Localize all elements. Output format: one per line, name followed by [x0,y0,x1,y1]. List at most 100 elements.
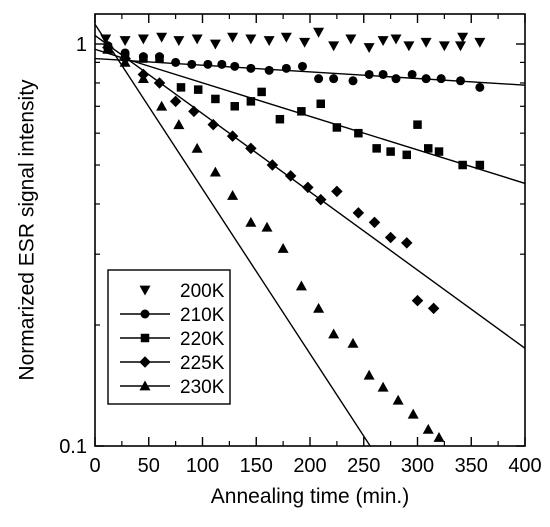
point-200k [173,36,185,47]
point-210k [421,74,431,84]
x-axis-label: Annealing time (min.) [211,485,409,508]
point-225k [302,181,314,194]
point-230k [261,221,273,232]
axis-ticks: 0 50 100 150 200 250 300 350 400 0.1 1 [59,14,542,477]
point-210k [348,76,358,86]
point-220k [155,54,164,63]
point-230k [347,337,359,348]
point-220k [386,147,395,156]
point-220k [257,87,266,97]
point-225k [266,159,279,171]
legend-label-220k: 220K [180,329,225,350]
fit-line-230k [95,23,371,446]
point-210k [264,65,274,75]
point-225k [331,185,343,198]
point-210k [378,69,388,79]
point-200k [227,32,239,43]
point-225k [427,302,440,315]
point-220k [316,99,325,109]
point-210k [364,69,374,79]
point-210k [281,63,291,73]
point-200k [137,34,149,45]
point-230k [422,423,434,434]
point-220k [139,54,148,63]
x-tick-label: 350 [455,455,488,477]
legend-marker-220k [140,333,150,343]
legend-marker-210k [140,309,150,319]
point-200k [100,34,112,45]
point-230k [227,189,239,200]
legend-marker-200k [139,285,151,296]
point-220k [434,147,444,156]
point-200k [263,36,275,47]
legend-label-230k: 230K [180,377,225,398]
x-tick-label: 250 [347,455,380,477]
x-tick-label: 150 [240,455,273,477]
point-220k [176,83,186,92]
y-tick-label: 0.1 [59,436,87,458]
point-200k [457,32,469,43]
point-200k [328,41,340,52]
point-220k [372,144,381,153]
point-210k [314,74,324,84]
point-225k [401,237,413,249]
point-200k [377,36,389,47]
point-230k [363,369,375,380]
point-220k [424,144,433,153]
point-230k [209,166,221,177]
point-210k [230,61,240,71]
point-200k [191,34,203,45]
point-230k [137,73,149,84]
point-230k [295,280,307,291]
y-tick-label: 1 [76,34,87,56]
point-225k [245,142,257,155]
fit-line-220k [95,48,525,185]
point-200k [119,36,131,47]
point-225k [315,193,327,206]
point-210k [391,74,401,84]
point-200k [156,32,168,43]
legend-box [107,269,231,405]
point-210k [187,59,197,69]
legend-label-210k: 210K [180,305,225,326]
point-210k [407,69,417,79]
point-220k [211,94,220,104]
point-220k [297,107,306,116]
fit-line-210k [95,57,525,86]
point-200k [299,37,311,48]
x-tick-label: 0 [89,455,100,477]
data-points [100,27,486,442]
point-230k [392,394,404,405]
x-tick-label: 400 [508,455,541,477]
point-200k [438,41,450,52]
point-210k [456,76,465,86]
point-225k [352,207,365,219]
point-225k [411,294,424,307]
x-tick-label: 100 [186,455,219,477]
legend: 200K 210K 220K 225K 230K [107,269,231,405]
point-230k [277,242,289,253]
point-220k [413,120,422,129]
point-220k [193,85,203,94]
legend-marker-225k [139,356,151,368]
point-220k [354,128,363,138]
point-230k [245,216,257,227]
point-220k [275,114,285,124]
point-210k [203,59,213,69]
point-225k [284,170,297,182]
y-axis-label: Normarized ESR signal intensity [16,79,39,381]
x-tick-label: 200 [293,455,326,477]
legend-marker-230k [139,380,151,391]
point-225k [188,105,200,118]
point-210k [217,59,227,69]
point-200k [209,39,221,50]
point-200k [245,34,257,45]
point-230k [173,119,185,130]
point-220k [246,97,256,106]
point-220k [402,150,411,160]
legend-label-200k: 200K [180,281,225,302]
point-225k [226,130,239,142]
point-200k [280,32,292,43]
point-200k [403,41,415,52]
